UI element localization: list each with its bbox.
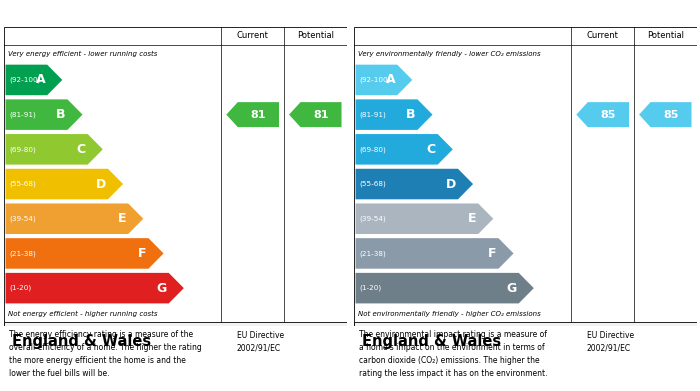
Text: D: D	[96, 178, 106, 190]
Text: (69-80): (69-80)	[10, 146, 36, 152]
Text: EU Directive
2002/91/EC: EU Directive 2002/91/EC	[237, 331, 284, 352]
Polygon shape	[6, 99, 83, 130]
Polygon shape	[576, 102, 629, 127]
Polygon shape	[356, 273, 534, 303]
Polygon shape	[226, 102, 279, 127]
Text: EU Directive
2002/91/EC: EU Directive 2002/91/EC	[587, 331, 634, 352]
Text: C: C	[427, 143, 436, 156]
Text: Very energy efficient - lower running costs: Very energy efficient - lower running co…	[8, 50, 157, 57]
Text: (1-20): (1-20)	[360, 285, 382, 291]
Polygon shape	[356, 238, 514, 269]
Text: 81: 81	[251, 109, 266, 120]
Text: (69-80): (69-80)	[360, 146, 386, 152]
Text: E: E	[468, 212, 477, 225]
Text: 81: 81	[314, 109, 329, 120]
Text: (39-54): (39-54)	[10, 215, 36, 222]
Text: E: E	[118, 212, 127, 225]
Text: (1-20): (1-20)	[10, 285, 32, 291]
Text: G: G	[507, 282, 517, 295]
Text: (21-38): (21-38)	[10, 250, 36, 256]
Text: (81-91): (81-91)	[10, 111, 36, 118]
Polygon shape	[356, 99, 433, 130]
Text: F: F	[139, 247, 147, 260]
Text: England & Wales: England & Wales	[12, 334, 151, 349]
Text: A: A	[36, 74, 46, 86]
FancyBboxPatch shape	[354, 322, 696, 361]
Polygon shape	[356, 169, 473, 199]
Text: D: D	[446, 178, 456, 190]
Text: (55-68): (55-68)	[360, 181, 386, 187]
Polygon shape	[356, 203, 494, 234]
FancyBboxPatch shape	[354, 27, 696, 361]
Text: (55-68): (55-68)	[10, 181, 36, 187]
Text: Potential: Potential	[647, 31, 684, 40]
FancyBboxPatch shape	[4, 322, 346, 361]
Text: The environmental impact rating is a measure of
a home's impact on the environme: The environmental impact rating is a mea…	[359, 330, 547, 378]
Polygon shape	[356, 134, 453, 165]
Text: Very environmentally friendly - lower CO₂ emissions: Very environmentally friendly - lower CO…	[358, 50, 540, 57]
Text: B: B	[406, 108, 416, 121]
Text: Potential: Potential	[297, 31, 334, 40]
Text: C: C	[77, 143, 86, 156]
Text: England & Wales: England & Wales	[362, 334, 501, 349]
Polygon shape	[6, 203, 143, 234]
Text: 85: 85	[601, 109, 616, 120]
Polygon shape	[6, 65, 62, 95]
Text: (92-100): (92-100)	[10, 77, 41, 83]
Text: F: F	[489, 247, 497, 260]
FancyBboxPatch shape	[4, 27, 346, 361]
Text: G: G	[157, 282, 167, 295]
Text: A: A	[386, 74, 396, 86]
Text: The energy efficiency rating is a measure of the
overall efficiency of a home. T: The energy efficiency rating is a measur…	[9, 330, 202, 378]
Polygon shape	[639, 102, 692, 127]
Text: Not energy efficient - higher running costs: Not energy efficient - higher running co…	[8, 311, 157, 317]
Text: Current: Current	[587, 31, 619, 40]
Polygon shape	[356, 65, 412, 95]
Polygon shape	[289, 102, 342, 127]
FancyBboxPatch shape	[654, 328, 688, 355]
Text: Environmental Impact (CO₂) Rating: Environmental Impact (CO₂) Rating	[362, 7, 594, 20]
Polygon shape	[6, 134, 103, 165]
Polygon shape	[6, 238, 164, 269]
Polygon shape	[6, 273, 184, 303]
FancyBboxPatch shape	[304, 328, 338, 355]
Text: (39-54): (39-54)	[360, 215, 386, 222]
Text: (81-91): (81-91)	[360, 111, 386, 118]
Polygon shape	[6, 169, 123, 199]
Text: Energy Efficiency Rating: Energy Efficiency Rating	[12, 7, 174, 20]
Text: Current: Current	[237, 31, 269, 40]
Text: (21-38): (21-38)	[360, 250, 386, 256]
Text: B: B	[56, 108, 66, 121]
Text: (92-100): (92-100)	[360, 77, 391, 83]
Text: Not environmentally friendly - higher CO₂ emissions: Not environmentally friendly - higher CO…	[358, 311, 540, 317]
Text: 85: 85	[664, 109, 679, 120]
